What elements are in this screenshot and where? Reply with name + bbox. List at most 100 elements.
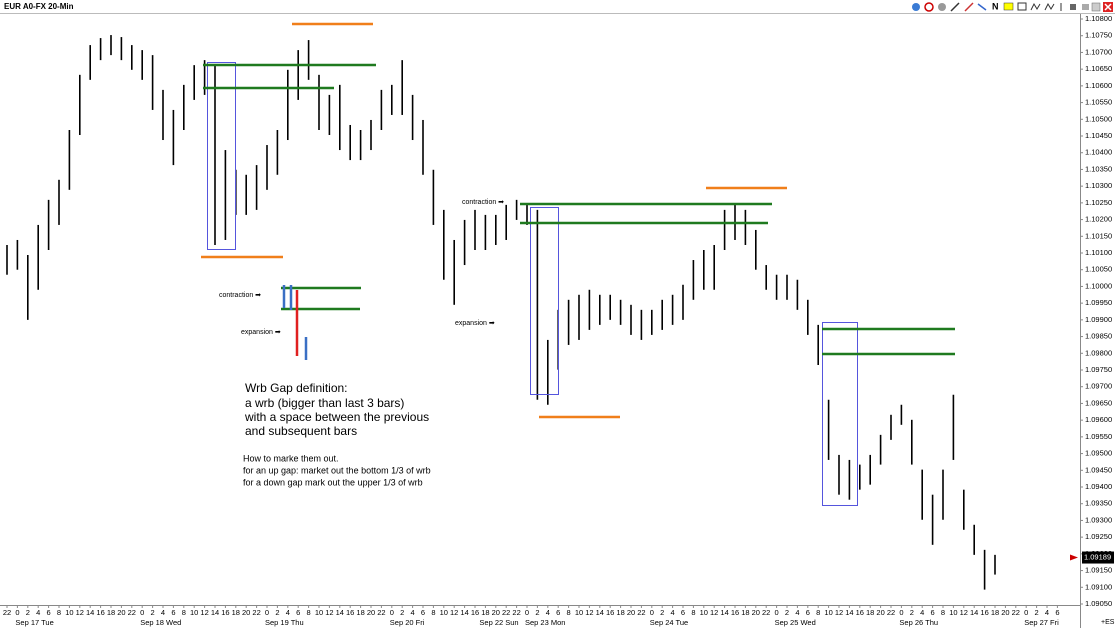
y-tick-label: 1.10700 [1085, 47, 1112, 56]
x-tick-label: 8 [816, 608, 820, 617]
definition-text: with a space between the previous [244, 410, 429, 424]
x-tick-label: 18 [232, 608, 240, 617]
x-tick-label: 16 [346, 608, 354, 617]
y-tick-label: 1.09650 [1085, 398, 1112, 407]
last-price-box [1082, 551, 1114, 564]
last-price-arrow [1070, 554, 1078, 561]
x-tick-label: 20 [876, 608, 884, 617]
y-tick-label: 1.09800 [1085, 348, 1112, 357]
x-tick-label: 4 [1045, 608, 1049, 617]
x-tick-label: 22 [887, 608, 895, 617]
howto-text: for an up gap: market out the bottom 1/3… [243, 465, 431, 475]
tool-icon[interactable] [924, 2, 934, 12]
x-tick-label: 14 [211, 608, 219, 617]
x-tick-label: 0 [775, 608, 779, 617]
x-tick-label: 22 [1012, 608, 1020, 617]
tool-icon[interactable] [950, 2, 960, 12]
x-tick-label: 2 [400, 608, 404, 617]
date-label: Sep 20 Fri [390, 618, 425, 627]
x-tick-label: 22 [762, 608, 770, 617]
y-tick-label: 1.10800 [1085, 14, 1112, 23]
x-tick-label: 2 [660, 608, 664, 617]
y-tick-label: 1.10650 [1085, 64, 1112, 73]
x-tick-label: 8 [57, 608, 61, 617]
x-tick-label: 16 [856, 608, 864, 617]
y-tick-label: 1.09900 [1085, 315, 1112, 324]
x-tick-label: 4 [286, 608, 290, 617]
x-tick-label: 12 [450, 608, 458, 617]
header-bar [0, 0, 1115, 13]
date-label: Sep 18 Wed [140, 618, 181, 627]
tool-icon[interactable] [1003, 2, 1014, 11]
annotation: contraction ➡ [219, 292, 261, 299]
x-tick-label: 8 [567, 608, 571, 617]
x-tick-label: 8 [941, 608, 945, 617]
date-label: Sep 24 Tue [650, 618, 688, 627]
x-tick-label: 2 [910, 608, 914, 617]
x-tick-label: 0 [390, 608, 394, 617]
x-tick-label: 18 [991, 608, 999, 617]
x-tick-label: 18 [481, 608, 489, 617]
toolbar: N [912, 1, 1113, 12]
x-tick-label: 22 [512, 608, 520, 617]
x-tick-label: 22 [377, 608, 385, 617]
x-tick-label: 4 [36, 608, 40, 617]
y-tick-label: 1.09250 [1085, 532, 1112, 541]
tool-icon[interactable] [964, 2, 974, 12]
y-tick-label: 1.10750 [1085, 31, 1112, 40]
tool-icon[interactable] [912, 3, 920, 11]
y-tick-label: 1.09100 [1085, 582, 1112, 591]
x-tick-label: 2 [151, 608, 155, 617]
annotation: contraction ➡ [462, 199, 504, 206]
x-tick-label: 14 [460, 608, 468, 617]
x-tick-label: 0 [899, 608, 903, 617]
tool-icon[interactable] [1044, 2, 1055, 11]
y-tick-label: 1.09500 [1085, 449, 1112, 458]
tool-icon[interactable] [1017, 2, 1027, 11]
y-tick-label: 1.10500 [1085, 114, 1112, 123]
y-tick-label: 1.09600 [1085, 415, 1112, 424]
y-tick-label: 1.10200 [1085, 215, 1112, 224]
x-tick-label: 20 [242, 608, 250, 617]
wrb-box [207, 62, 236, 250]
x-tick-label: 10 [700, 608, 708, 617]
y-tick-label: 1.10450 [1085, 131, 1112, 140]
x-tick-label: 18 [107, 608, 115, 617]
date-label: Sep 25 Wed [775, 618, 816, 627]
y-tick-label: 1.09850 [1085, 332, 1112, 341]
x-tick-label: 6 [931, 608, 935, 617]
tool-icon[interactable] [977, 3, 987, 11]
x-tick-label: 22 [637, 608, 645, 617]
howto-text: for a down gap mark out the upper 1/3 of… [243, 477, 423, 487]
tool-icon[interactable] [1030, 2, 1041, 11]
y-tick-label: 1.10350 [1085, 164, 1112, 173]
x-tick-label: 6 [806, 608, 810, 617]
tool-icon[interactable] [938, 3, 946, 11]
x-tick-label: 12 [710, 608, 718, 617]
howto-text: How to marke them out. [243, 453, 339, 463]
x-tick-label: 12 [835, 608, 843, 617]
x-tick-label: 10 [65, 608, 73, 617]
tool-icon[interactable] [1082, 4, 1089, 10]
x-tick-label: 12 [200, 608, 208, 617]
x-tick-label: 10 [440, 608, 448, 617]
x-tick-label: 14 [86, 608, 94, 617]
x-tick-label: 10 [315, 608, 323, 617]
x-tick-label: 4 [920, 608, 924, 617]
tool-icon[interactable] [1070, 4, 1076, 10]
x-tick-label: 10 [190, 608, 198, 617]
x-tick-label: 16 [980, 608, 988, 617]
x-tick-label: 20 [492, 608, 500, 617]
x-tick-label: 12 [585, 608, 593, 617]
x-tick-label: 2 [275, 608, 279, 617]
x-tick-label: 16 [731, 608, 739, 617]
corner-label: +ES [1101, 619, 1115, 626]
tool-icon[interactable]: N [992, 1, 999, 11]
x-tick-label: 12 [76, 608, 84, 617]
x-tick-label: 8 [431, 608, 435, 617]
x-tick-label: 10 [949, 608, 957, 617]
tool-icon[interactable] [1091, 2, 1101, 12]
y-tick-label: 1.10150 [1085, 231, 1112, 240]
y-tick-label: 1.10050 [1085, 265, 1112, 274]
